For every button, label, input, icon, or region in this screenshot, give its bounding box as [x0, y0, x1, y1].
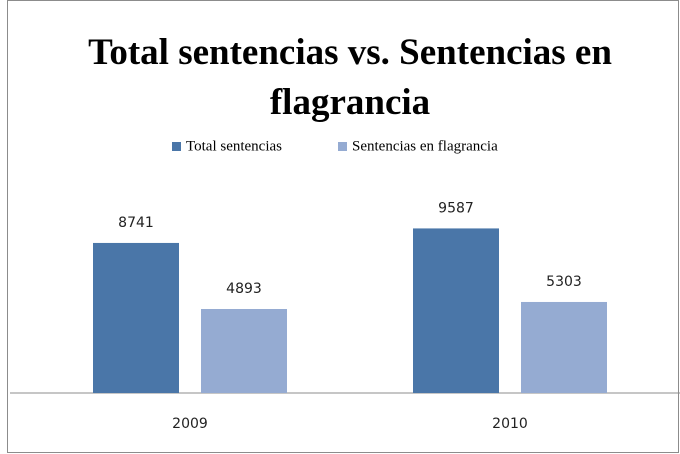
legend-swatch [338, 142, 347, 151]
value-label: 4893 [226, 281, 262, 297]
value-label: 8741 [118, 215, 154, 231]
value-label: 9587 [438, 200, 474, 216]
chart-title: Total sentencias vs. Sentencias en flagr… [88, 32, 612, 123]
chart-frame [7, 0, 679, 453]
value-label: 5303 [546, 274, 582, 290]
bar [93, 242, 179, 393]
bar [521, 301, 607, 393]
legend-swatch [172, 142, 181, 151]
x-tick-label: 2009 [172, 416, 208, 432]
legend-label: Sentencias en flagrancia [352, 138, 498, 154]
bar [201, 309, 287, 393]
x-tick-label: 2010 [492, 416, 528, 432]
legend-label: Total sentencias [186, 138, 282, 154]
bar [413, 228, 499, 393]
